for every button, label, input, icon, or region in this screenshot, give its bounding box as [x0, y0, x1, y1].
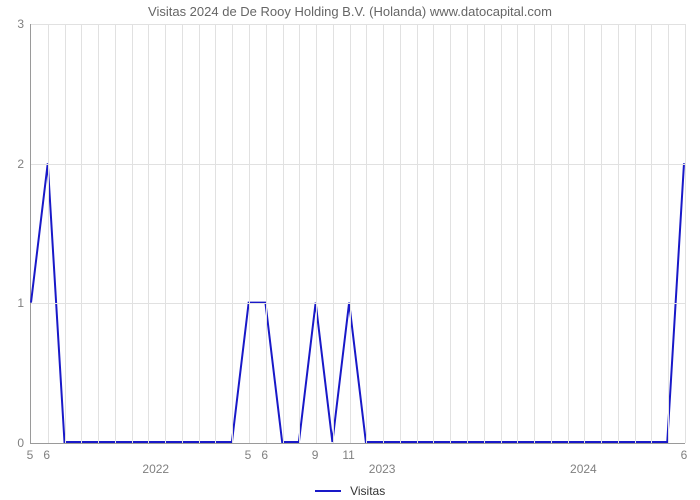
grid-line-v	[551, 24, 552, 443]
grid-line-v	[450, 24, 451, 443]
grid-line-v	[584, 24, 585, 443]
legend-label: Visitas	[350, 484, 385, 498]
grid-line-v	[215, 24, 216, 443]
grid-line-v	[534, 24, 535, 443]
x-tick-label: 6	[261, 448, 268, 462]
grid-line-v	[148, 24, 149, 443]
grid-line-v	[635, 24, 636, 443]
grid-line-v	[383, 24, 384, 443]
x-major-label: 2024	[570, 462, 597, 476]
x-tick-label: 6	[681, 448, 688, 462]
x-tick-label: 5	[245, 448, 252, 462]
grid-line-v	[501, 24, 502, 443]
grid-line-v	[366, 24, 367, 443]
y-tick-label: 0	[4, 436, 24, 450]
grid-line-v	[316, 24, 317, 443]
grid-line-v	[685, 24, 686, 443]
grid-line-v	[350, 24, 351, 443]
grid-line-v	[601, 24, 602, 443]
grid-line-h	[31, 24, 685, 25]
grid-line-v	[433, 24, 434, 443]
grid-line-v	[165, 24, 166, 443]
grid-line-v	[249, 24, 250, 443]
grid-line-v	[65, 24, 66, 443]
grid-line-v	[484, 24, 485, 443]
y-tick-label: 2	[4, 157, 24, 171]
grid-line-v	[115, 24, 116, 443]
x-tick-label: 9	[312, 448, 319, 462]
x-major-label: 2022	[142, 462, 169, 476]
grid-line-v	[333, 24, 334, 443]
x-tick-label: 6	[43, 448, 50, 462]
grid-line-v	[232, 24, 233, 443]
grid-line-v	[467, 24, 468, 443]
x-tick-label: 11	[342, 448, 354, 462]
y-tick-label: 3	[4, 17, 24, 31]
x-tick-label: 5	[27, 448, 34, 462]
legend: Visitas	[0, 483, 700, 498]
grid-line-v	[299, 24, 300, 443]
grid-line-v	[81, 24, 82, 443]
grid-line-v	[568, 24, 569, 443]
grid-line-v	[199, 24, 200, 443]
grid-line-v	[132, 24, 133, 443]
grid-line-v	[668, 24, 669, 443]
grid-line-v	[266, 24, 267, 443]
chart-container: Visitas 2024 de De Rooy Holding B.V. (Ho…	[0, 0, 700, 500]
y-tick-label: 1	[4, 296, 24, 310]
grid-line-v	[651, 24, 652, 443]
x-major-label: 2023	[369, 462, 396, 476]
grid-line-v	[618, 24, 619, 443]
grid-line-v	[48, 24, 49, 443]
grid-line-h	[31, 164, 685, 165]
chart-title: Visitas 2024 de De Rooy Holding B.V. (Ho…	[0, 4, 700, 19]
legend-swatch	[315, 490, 341, 492]
grid-line-v	[283, 24, 284, 443]
grid-line-v	[182, 24, 183, 443]
grid-line-v	[417, 24, 418, 443]
grid-line-v	[400, 24, 401, 443]
grid-line-v	[517, 24, 518, 443]
grid-line-v	[98, 24, 99, 443]
plot-area	[30, 24, 685, 444]
grid-line-h	[31, 303, 685, 304]
line-series	[31, 24, 685, 443]
